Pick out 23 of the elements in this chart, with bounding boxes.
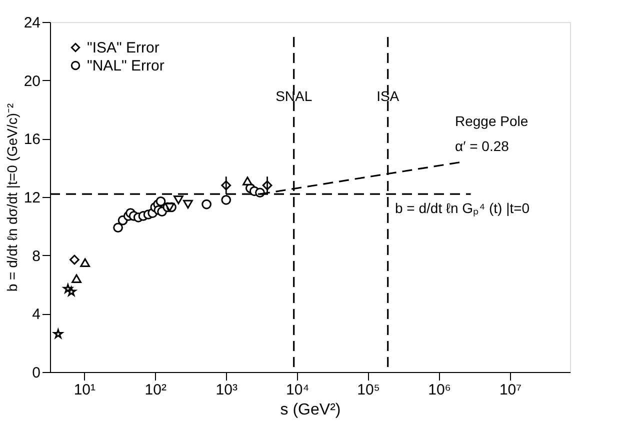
x-tick-label: 10¹ [74, 382, 96, 398]
y-tick-label: 8 [32, 248, 40, 265]
ref-line-label: SNAL [276, 88, 312, 104]
x-tick-label: 10² [144, 382, 166, 398]
y-axis-title: b = d/dt ℓn dσ/dt |t=0 (GeV/c)⁻² [4, 103, 20, 292]
y-tick-label: 24 [24, 14, 40, 32]
x-axis-title: s (GeV²) [280, 402, 341, 418]
legend-label: "NAL" Error [87, 58, 164, 74]
y-tick-label: 12 [24, 190, 40, 206]
annotation: b = d/dt ℓn Gₚ⁴ (t) |t=0 [395, 200, 530, 217]
x-tick-label: 10⁶ [428, 382, 451, 398]
x-tick-label: 10⁵ [357, 382, 380, 398]
y-tick-label: 4 [32, 306, 40, 324]
legend-label: "ISA" Error [87, 40, 160, 56]
annotation: Regge Pole [455, 113, 528, 129]
annotation: α′ = 0.28 [455, 138, 510, 154]
y-tick-label: 16 [24, 131, 40, 148]
x-tick-label: 10⁷ [499, 382, 522, 398]
y-tick-label: 20 [24, 72, 40, 90]
ref-line-label: ISA [376, 88, 400, 104]
y-tick-label: 0 [32, 364, 40, 382]
x-tick-label: 10³ [216, 382, 238, 398]
x-tick-label: 10⁴ [286, 382, 310, 398]
